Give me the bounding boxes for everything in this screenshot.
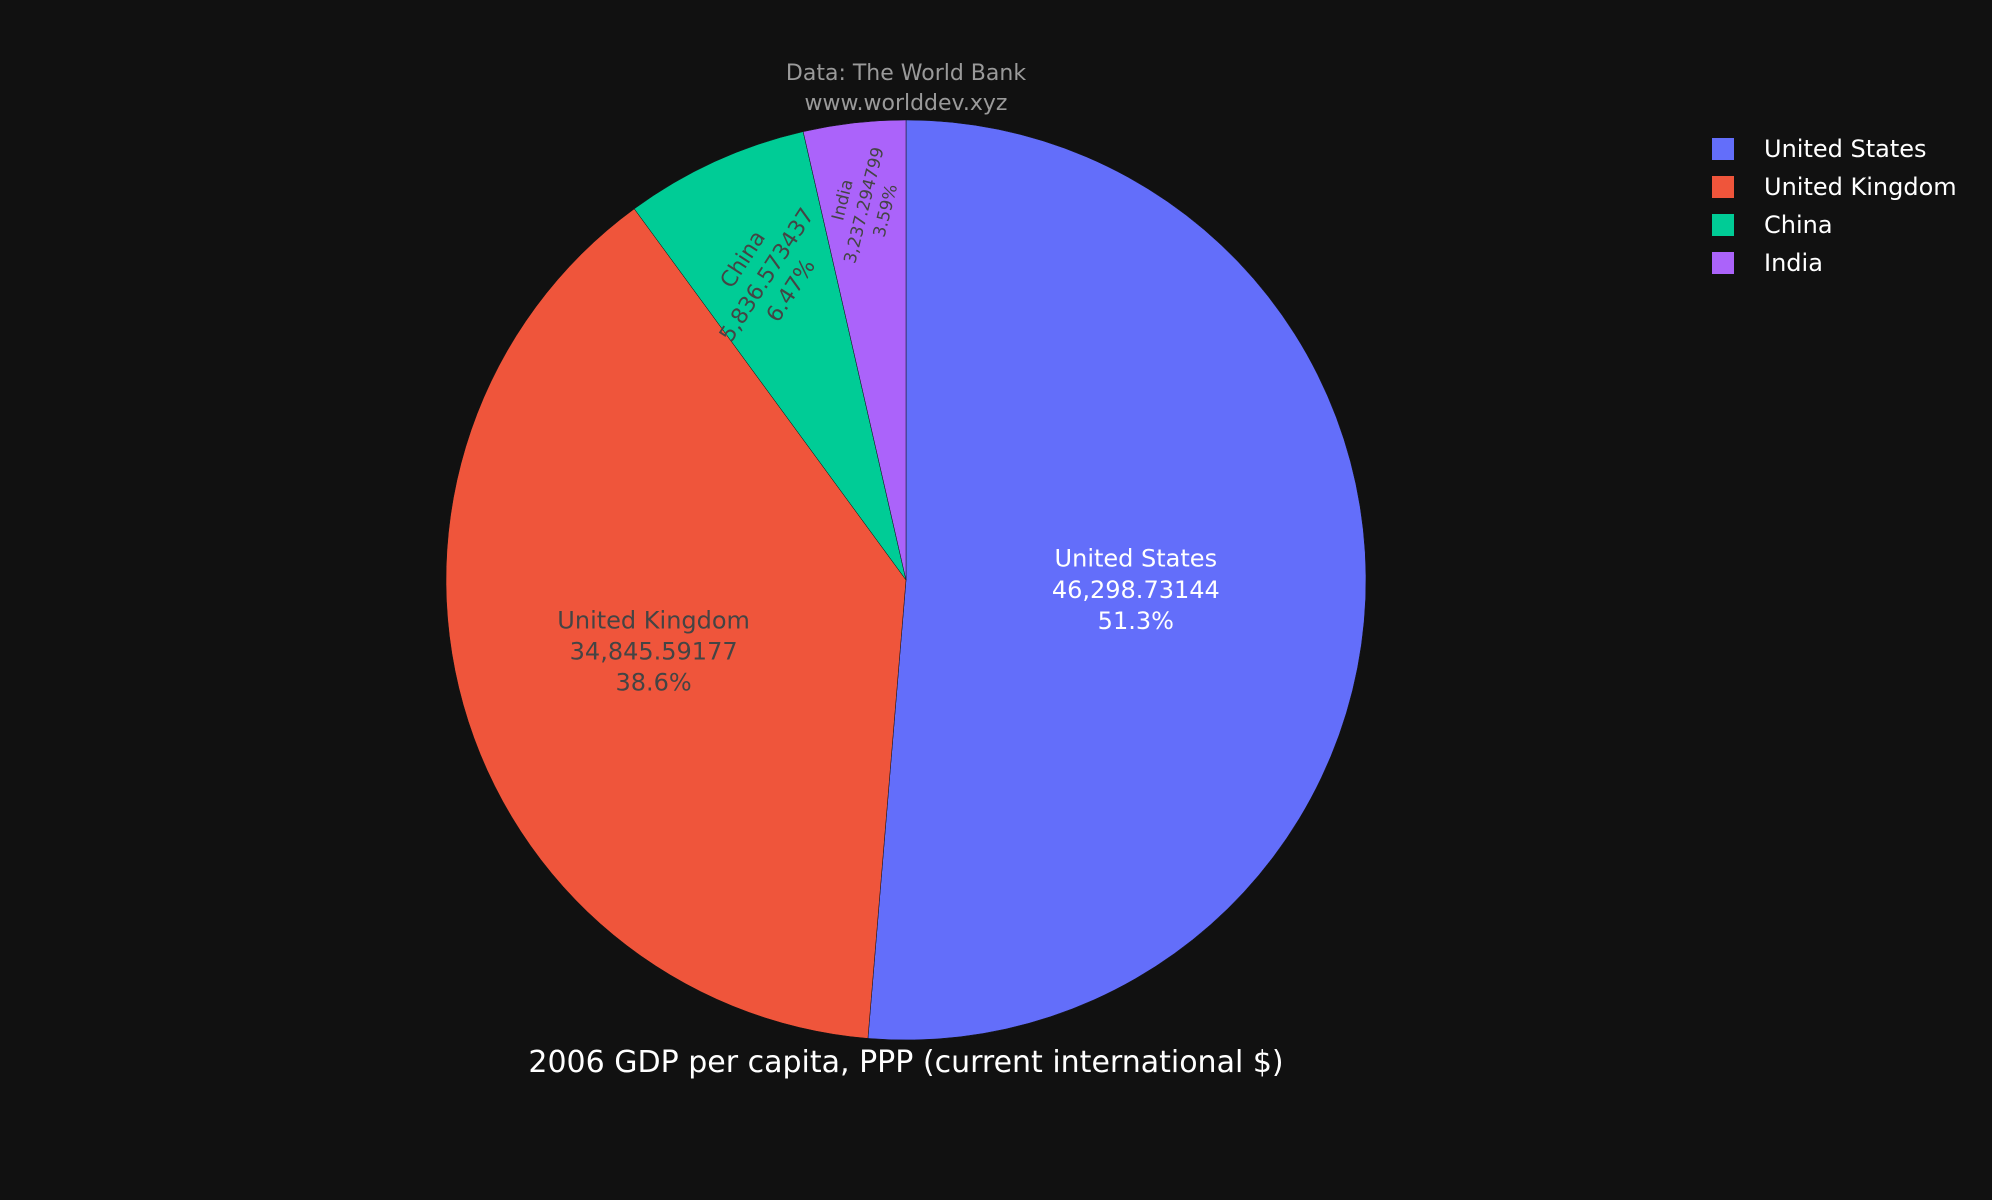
slice-label-united-kingdom: United Kingdom 34,845.59177 38.6% (557, 606, 750, 696)
source-line-2: www.worlddev.xyz (805, 91, 1008, 116)
slice-label-united-states: United States 46,298.73144 51.3% (1052, 545, 1220, 635)
legend-label: India (1764, 249, 1823, 277)
slice-china[interactable] (633, 131, 907, 581)
slice-united-kingdom[interactable] (445, 208, 907, 1039)
legend-item-united-kingdom[interactable]: United Kingdom (1712, 173, 1957, 201)
legend-label: China (1764, 211, 1833, 239)
slice-value-text: 46,298.73144 (1052, 576, 1220, 604)
pie-slices (445, 119, 1367, 1041)
legend-label: United States (1764, 135, 1927, 163)
legend: United States United Kingdom China India (1712, 135, 1957, 277)
slice-value-text: 34,845.59177 (570, 637, 738, 665)
legend-swatch (1712, 138, 1734, 160)
legend-item-united-states[interactable]: United States (1712, 135, 1927, 163)
source-line-1: Data: The World Bank (786, 61, 1026, 86)
chart-title: 2006 GDP per capita, PPP (current intern… (528, 1045, 1283, 1080)
legend-swatch (1712, 176, 1734, 198)
slice-united-states[interactable] (867, 119, 1367, 1041)
legend-item-india[interactable]: India (1712, 249, 1823, 277)
slice-india[interactable] (802, 119, 907, 581)
slice-name-text: United States (1055, 545, 1218, 573)
slice-percent-text: 51.3% (1098, 607, 1174, 635)
legend-label: United Kingdom (1764, 173, 1957, 201)
legend-item-china[interactable]: China (1712, 211, 1833, 239)
slice-name-text: United Kingdom (557, 606, 750, 634)
slice-percent-text: 38.6% (615, 669, 691, 697)
legend-swatch (1712, 214, 1734, 236)
legend-swatch (1712, 252, 1734, 274)
